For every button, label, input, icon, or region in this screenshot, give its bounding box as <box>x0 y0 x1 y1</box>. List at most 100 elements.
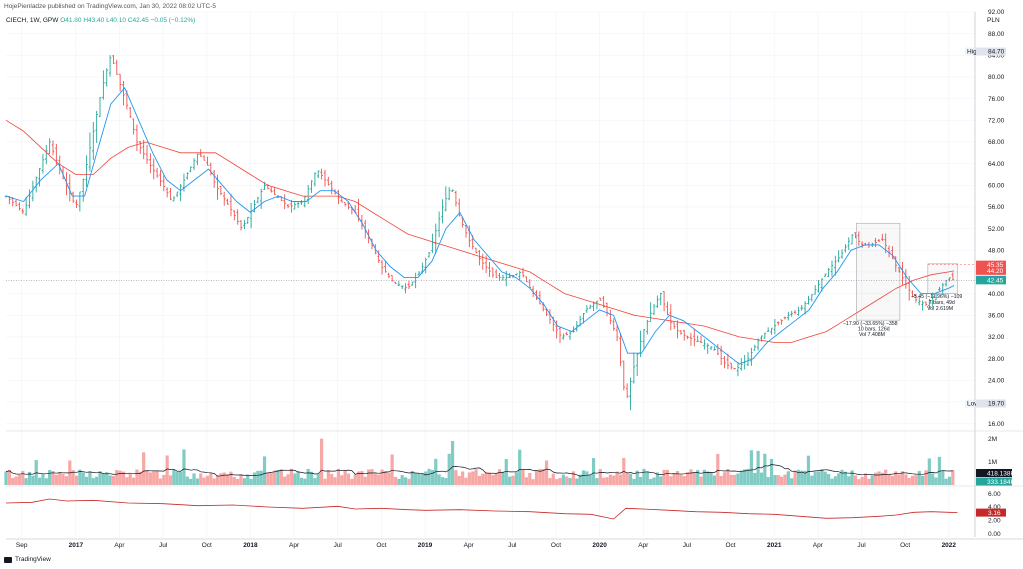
candle <box>686 335 689 339</box>
volume-bar <box>736 473 740 485</box>
volume-bar <box>857 479 861 485</box>
price-tick-label: 80.00 <box>988 74 1005 81</box>
volume-bar <box>427 468 431 485</box>
candle <box>790 310 793 317</box>
price-tick-label: 36.00 <box>988 312 1005 319</box>
candle <box>38 168 41 187</box>
candle <box>766 327 770 332</box>
candle <box>659 292 663 306</box>
time-tick-label: Oct <box>202 542 212 549</box>
symbol-legend[interactable]: CIECH, 1W, GPW O41.80 H43.40 L40.10 C42.… <box>6 17 195 24</box>
volume-bar <box>58 472 62 485</box>
volume-bar <box>477 475 482 485</box>
time-tick-label: 2017 <box>69 542 84 549</box>
extreme-value: 19.70 <box>988 401 1005 408</box>
volume-bar <box>138 471 142 485</box>
volume-bar <box>783 474 787 485</box>
time-tick-label: 2021 <box>767 542 782 549</box>
volume-bar <box>71 470 75 485</box>
volume-bar <box>749 450 753 485</box>
volume-tick-label: 1M <box>988 459 997 466</box>
candle <box>612 318 616 331</box>
volume-bar <box>14 476 18 485</box>
volume-bar <box>7 469 11 485</box>
candle <box>323 169 327 187</box>
candle <box>666 301 669 316</box>
axes: 92.00 88.00 84.00 80.00 76.00 72.00 68.00 64.00… <box>6 9 1023 549</box>
volume-bar <box>4 471 8 485</box>
candle <box>645 319 649 335</box>
fast-moving-average-line <box>5 86 955 365</box>
volume-value: 333.184K <box>987 479 1015 486</box>
volume-bar <box>497 469 502 485</box>
candle <box>172 196 176 202</box>
candle <box>562 333 565 340</box>
volume-bar <box>766 477 770 485</box>
volume-bar <box>74 475 79 485</box>
volume-bar <box>457 475 461 485</box>
volume-bar <box>185 476 189 485</box>
volume-bar <box>790 478 794 485</box>
volume-bar <box>699 476 703 485</box>
volume-bar <box>756 450 760 485</box>
volume-bar <box>152 471 156 485</box>
volume-bar <box>618 474 623 485</box>
volume-bar <box>494 473 498 485</box>
candle <box>525 276 528 283</box>
candle <box>162 175 166 192</box>
candle <box>169 188 172 200</box>
candle <box>186 172 189 180</box>
volume-bar <box>199 473 203 485</box>
volume-bar <box>679 475 683 485</box>
time-tick-label: Oct <box>900 542 910 549</box>
volume-value-label: 333.184K <box>976 477 1015 486</box>
volume-bar <box>259 470 263 485</box>
measure-annotation: Vol 2.619M <box>927 306 953 312</box>
candle <box>384 261 387 273</box>
volume-bar <box>558 478 562 485</box>
price-tag: 42.45 <box>976 276 1006 285</box>
volume-bar <box>914 475 918 485</box>
candle <box>840 249 844 259</box>
candle <box>689 332 693 346</box>
candle <box>377 250 380 263</box>
volume-bar <box>753 472 757 485</box>
candle <box>948 277 951 282</box>
candle <box>817 279 820 293</box>
candle <box>632 352 636 384</box>
volume-bar <box>625 473 629 485</box>
candle <box>813 285 817 295</box>
volume-tick-label: 2M <box>988 436 997 443</box>
candle <box>149 153 152 174</box>
volume-bar <box>61 473 65 485</box>
volume-bar <box>189 478 193 485</box>
candle <box>535 290 538 301</box>
candle <box>88 132 92 172</box>
candle <box>269 186 273 193</box>
candle <box>51 140 55 156</box>
candle <box>803 301 807 315</box>
volume-bar <box>54 474 58 485</box>
volume-bar <box>377 474 381 485</box>
volume-bar <box>796 469 800 485</box>
time-tick-label: Apr <box>114 542 125 549</box>
currency-label: PLN <box>987 17 1000 24</box>
volume-bar <box>414 473 418 485</box>
publisher-header: HojePienladze published on TradingView.c… <box>4 3 216 10</box>
oscillator-tick-label: 2.00 <box>988 518 1001 525</box>
candle <box>797 306 800 316</box>
volume-bar <box>575 478 579 485</box>
volume-bar <box>615 471 619 485</box>
volume-bar <box>11 477 15 485</box>
candle <box>212 169 216 188</box>
footer[interactable]: TradingView <box>4 556 51 563</box>
candle <box>501 274 505 281</box>
volume-bar <box>524 477 529 485</box>
volume-value: 418.138K <box>987 470 1015 477</box>
candle <box>592 301 595 311</box>
candle <box>669 304 673 331</box>
volume-bar <box>98 471 102 485</box>
extreme-value-bg <box>976 47 1006 56</box>
candle <box>327 176 330 186</box>
